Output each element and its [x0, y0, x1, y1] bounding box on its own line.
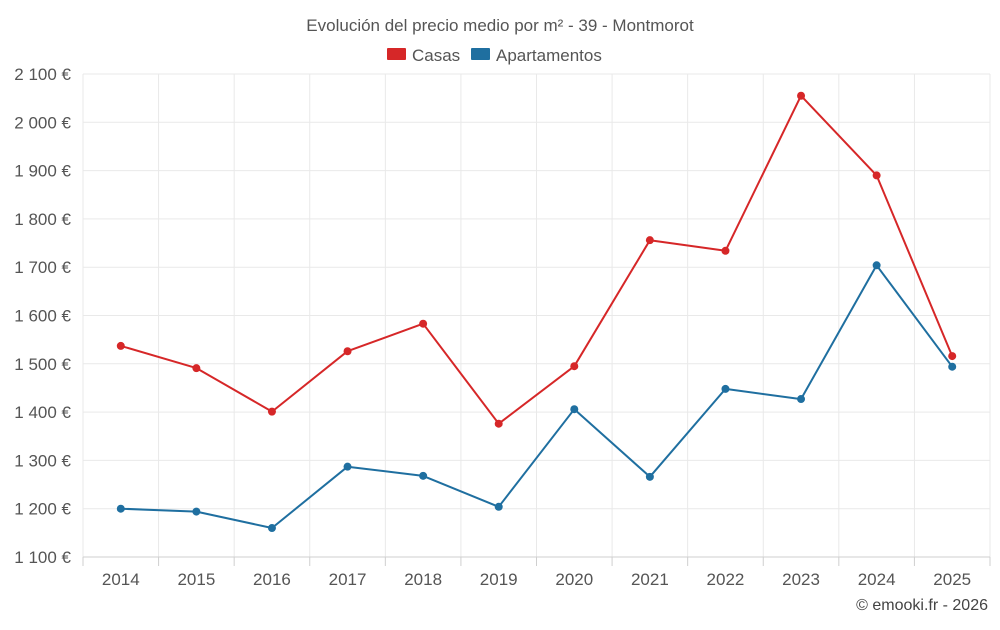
x-tick-label: 2025 — [933, 570, 971, 589]
y-tick-label: 1 800 € — [14, 210, 71, 229]
data-point-casas[interactable] — [948, 352, 957, 361]
data-point-apartamentos[interactable] — [267, 524, 276, 533]
data-point-apartamentos[interactable] — [797, 395, 806, 404]
legend-item-apartamentos[interactable]: Apartamentos — [471, 46, 602, 65]
y-tick-label: 1 500 € — [14, 355, 71, 374]
legend-label-apartamentos: Apartamentos — [496, 46, 602, 65]
x-tick-label: 2017 — [329, 570, 367, 589]
y-axis: 1 100 € 1 200 € 1 300 € 1 400 € 1 500 € 1 600… — [14, 65, 71, 567]
x-tick-label: 2023 — [782, 570, 820, 589]
series-line-apartamentos[interactable] — [120, 264, 954, 529]
data-point-casas[interactable] — [645, 236, 654, 245]
data-point-casas[interactable] — [721, 246, 730, 255]
x-tick-label: 2016 — [253, 570, 291, 589]
chart-title: Evolución del precio medio por m² - 39 -… — [306, 16, 694, 35]
y-tick-label: 1 200 € — [14, 500, 71, 519]
data-point-apartamentos[interactable] — [570, 405, 579, 414]
y-tick-label: 2 100 € — [14, 65, 71, 84]
x-tick-label: 2019 — [480, 570, 518, 589]
data-point-casas[interactable] — [494, 419, 503, 428]
data-point-casas[interactable] — [192, 364, 201, 373]
x-tick-label: 2014 — [102, 570, 140, 589]
x-tick-label: 2018 — [404, 570, 442, 589]
x-tick-label: 2022 — [707, 570, 745, 589]
data-point-apartamentos[interactable] — [343, 462, 352, 471]
data-point-apartamentos[interactable] — [645, 472, 654, 481]
legend-item-casas[interactable]: Casas — [387, 46, 460, 65]
data-point-apartamentos[interactable] — [721, 384, 730, 393]
data-point-casas[interactable] — [872, 171, 881, 180]
x-gridlines — [82, 74, 991, 557]
x-tick-label: 2024 — [858, 570, 896, 589]
data-point-casas[interactable] — [419, 319, 428, 328]
data-point-apartamentos[interactable] — [948, 362, 957, 371]
credit-text: © emooki.fr - 2026 — [856, 597, 988, 614]
series-layer — [116, 91, 957, 533]
y-tick-label: 1 900 € — [14, 162, 71, 181]
x-tick-label: 2020 — [555, 570, 593, 589]
x-tick-label: 2015 — [177, 570, 215, 589]
data-point-casas[interactable] — [343, 347, 352, 356]
y-tick-label: 1 100 € — [14, 548, 71, 567]
data-point-casas[interactable] — [116, 341, 125, 350]
y-tick-label: 1 400 € — [14, 403, 71, 422]
data-point-apartamentos[interactable] — [419, 471, 428, 480]
legend: Casas Apartamentos — [387, 46, 602, 65]
legend-swatch-casas — [387, 48, 406, 60]
data-point-casas[interactable] — [570, 362, 579, 371]
x-tick-label: 2021 — [631, 570, 669, 589]
data-point-apartamentos[interactable] — [116, 504, 125, 513]
x-axis: 2014 2015 2016 2017 2018 2019 2020 2021 2022 2023… — [82, 556, 991, 589]
data-point-apartamentos[interactable] — [494, 502, 503, 511]
data-point-apartamentos[interactable] — [192, 507, 201, 516]
y-tick-label: 1 700 € — [14, 258, 71, 277]
data-point-casas[interactable] — [267, 407, 276, 416]
y-tick-label: 2 000 € — [14, 113, 71, 132]
y-tick-label: 1 300 € — [14, 451, 71, 470]
legend-label-casas: Casas — [412, 46, 460, 65]
data-point-casas[interactable] — [797, 91, 806, 100]
data-point-apartamentos[interactable] — [872, 261, 881, 270]
legend-swatch-apartamentos — [471, 48, 490, 60]
series-line-casas[interactable] — [120, 94, 954, 425]
y-tick-label: 1 600 € — [14, 307, 71, 326]
